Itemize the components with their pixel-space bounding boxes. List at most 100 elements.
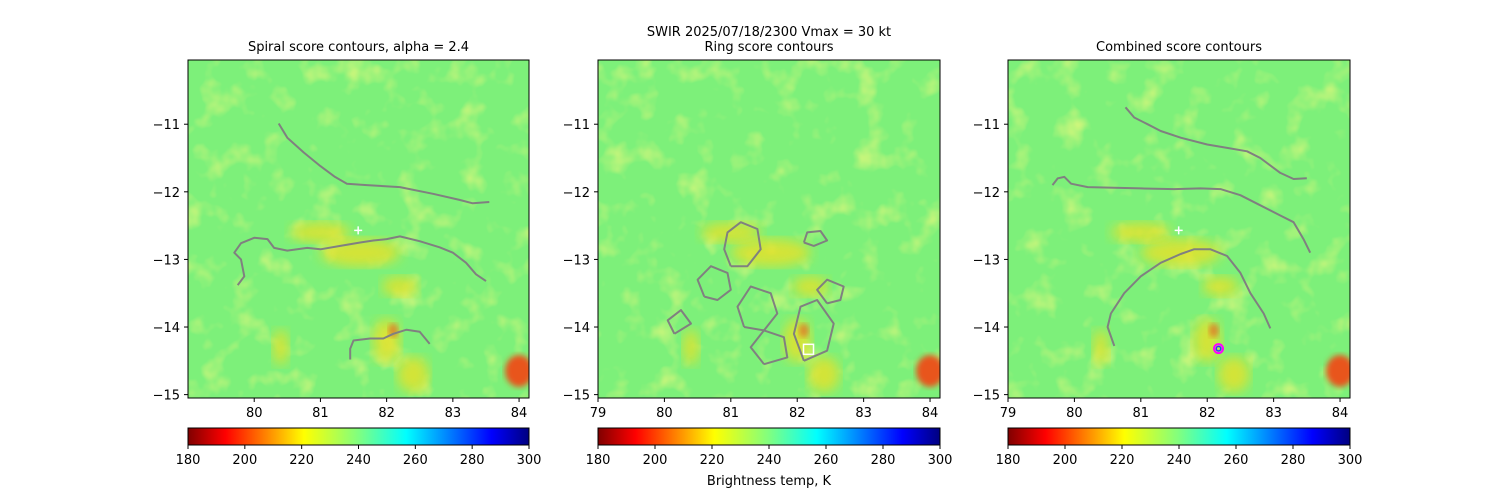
colorbar-tick-label: 220 <box>700 453 725 468</box>
y-tick-label: −11 <box>153 118 180 133</box>
y-tick-label: −14 <box>153 321 180 336</box>
warm-patch <box>700 222 761 243</box>
field-texture <box>598 60 940 398</box>
colorbar-tick-label: 220 <box>1110 453 1135 468</box>
warm-patch <box>1110 222 1171 243</box>
contour-group <box>666 221 845 366</box>
combined-center-inner <box>1215 345 1222 352</box>
colorbar-tick-label: 260 <box>814 453 839 468</box>
x-tick-label: 81 <box>1133 406 1150 421</box>
y-tick-label: −11 <box>563 118 590 133</box>
combined-center-marker <box>1213 343 1225 355</box>
brightness-field <box>188 60 529 398</box>
cold-cloud-top <box>505 354 529 387</box>
x-tick-label: 82 <box>378 406 395 421</box>
cold-cloud-top <box>798 323 809 338</box>
panel-title: Spiral score contours, alpha = 2.4 <box>248 40 469 55</box>
colorbar-tick-label: 200 <box>1053 453 1078 468</box>
contour-line <box>816 278 845 305</box>
cold-cloud-top <box>1326 354 1350 387</box>
warm-patch <box>807 356 840 393</box>
contour-line <box>1106 248 1272 347</box>
contour-line <box>696 265 732 301</box>
contour-line <box>1051 175 1312 254</box>
colorbar-tick-label: 240 <box>1167 453 1192 468</box>
warm-patch <box>1217 356 1250 393</box>
colorbar-tick-label: 220 <box>289 453 314 468</box>
warm-patch <box>272 329 289 366</box>
contour-line <box>749 329 789 366</box>
x-tick-label: 82 <box>1199 406 1216 421</box>
colorbar-tick-label: 300 <box>517 453 542 468</box>
y-tick-label: −15 <box>973 389 1000 404</box>
contour-line <box>349 328 431 360</box>
contour-line <box>792 299 835 362</box>
x-tick-label: 81 <box>312 406 329 421</box>
contour-group <box>233 122 490 360</box>
warm-patch <box>682 329 699 366</box>
x-tick-label: 84 <box>1332 406 1349 421</box>
warm-patch <box>792 276 829 297</box>
y-tick-label: −13 <box>153 253 180 268</box>
panel-title: Combined score contours <box>1096 40 1262 55</box>
y-tick-label: −15 <box>563 389 590 404</box>
colorbar-tick-label: 180 <box>586 453 611 468</box>
colorbar-tick-label: 260 <box>1224 453 1249 468</box>
contour-line <box>233 235 487 286</box>
y-tick-label: −13 <box>973 253 1000 268</box>
colorbar-tick-label: 280 <box>1281 453 1306 468</box>
center-plus-marker <box>354 226 363 235</box>
figure-suptitle: SWIR 2025/07/18/2300 Vmax = 30 kt <box>647 25 891 40</box>
y-tick-label: −14 <box>973 321 1000 336</box>
x-tick-label: 84 <box>922 406 939 421</box>
warm-patch <box>1202 276 1239 297</box>
y-tick-label: −15 <box>153 389 180 404</box>
contour-line <box>1124 106 1307 180</box>
colorbar-tick-label: 280 <box>460 453 485 468</box>
panel-ring: Ring score contours 79 80 81 82 83 84 −11 −12 −13… <box>563 40 953 489</box>
colorbar-tick-label: 260 <box>403 453 428 468</box>
warm-patch <box>397 356 430 393</box>
warm-patch <box>1092 329 1109 366</box>
colorbar-tick-label: 180 <box>996 453 1021 468</box>
warm-patch <box>1140 238 1221 267</box>
colorbar-label: Brightness temp, K <box>707 474 832 489</box>
x-tick-label: 83 <box>855 406 872 421</box>
x-tick-label: 81 <box>723 406 740 421</box>
colorbar <box>597 427 941 446</box>
panel-title: Ring score contours <box>704 40 833 55</box>
colorbar-tick-label: 200 <box>643 453 668 468</box>
colorbar-tick-label: 240 <box>757 453 782 468</box>
colorbar-tick-label: 200 <box>232 453 257 468</box>
colorbar-tick-label: 240 <box>346 453 371 468</box>
x-tick-label: 84 <box>511 406 528 421</box>
ring-center-marker <box>802 343 815 356</box>
warm-patch <box>381 276 418 297</box>
center-plus-marker <box>1174 226 1183 235</box>
colorbar-tick-label: 300 <box>928 453 953 468</box>
cold-cloud-top <box>1208 323 1219 338</box>
x-tick-label: 80 <box>656 406 673 421</box>
panel-spiral: Spiral score contours, alpha = 2.4 80 81 82… <box>153 40 542 468</box>
y-tick-label: −12 <box>563 186 590 201</box>
y-tick-label: −12 <box>973 186 1000 201</box>
colorbar <box>1007 427 1351 446</box>
x-tick-label: 83 <box>1265 406 1282 421</box>
brightness-field <box>1008 60 1350 398</box>
contour-group <box>1051 106 1312 347</box>
brightness-field <box>598 60 940 398</box>
x-tick-label: 80 <box>1066 406 1083 421</box>
x-tick-label: 82 <box>789 406 806 421</box>
contour-line <box>723 221 762 268</box>
colorbar <box>187 427 530 446</box>
axes-frame <box>597 59 941 399</box>
colorbar-tick-label: 180 <box>176 453 201 468</box>
y-tick-label: −11 <box>973 118 1000 133</box>
x-tick-label: 79 <box>590 406 607 421</box>
y-tick-label: −14 <box>563 321 590 336</box>
warm-patch <box>730 238 811 267</box>
panel-combined: Combined score contours 79 80 81 82 83 84 −11 −1… <box>973 40 1363 468</box>
contour-line <box>666 309 692 335</box>
x-tick-label: 83 <box>445 406 462 421</box>
